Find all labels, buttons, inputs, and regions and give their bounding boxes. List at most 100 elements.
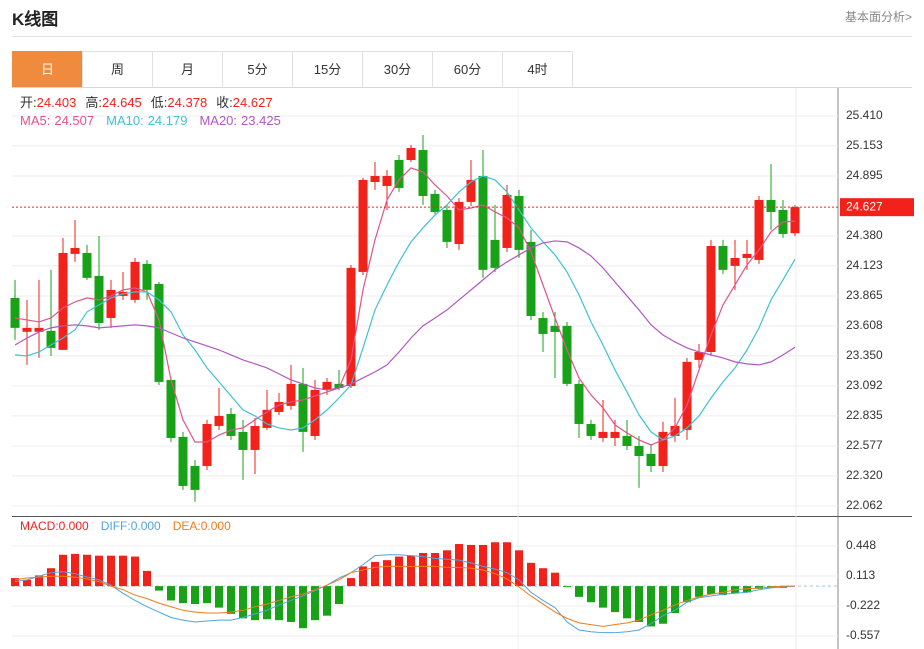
tab[interactable]: 4时	[502, 51, 573, 87]
legend-value: 24.179	[148, 113, 188, 128]
candle-body	[562, 325, 572, 384]
macd-bar	[11, 578, 19, 587]
candle-body	[106, 289, 116, 318]
macd-bar	[419, 552, 427, 587]
y-tick-label: 22.062	[846, 498, 883, 512]
candle-body	[538, 317, 548, 334]
tab[interactable]: 周	[82, 51, 153, 87]
macd-bar	[35, 575, 43, 587]
macd-bar	[83, 554, 91, 587]
candle-body	[622, 435, 632, 446]
macd-bar	[239, 586, 247, 619]
candle-body	[322, 381, 332, 390]
legend-value: 0.000	[59, 519, 89, 533]
candle-body	[658, 431, 668, 467]
candle-body	[202, 423, 212, 467]
legend-value: 0.000	[131, 519, 161, 533]
candle-body	[550, 325, 560, 332]
candle-body	[250, 425, 260, 450]
candle-body	[358, 179, 368, 272]
macd-bar	[287, 586, 295, 622]
macd-bar	[695, 586, 703, 597]
candle-body	[730, 257, 740, 266]
legend-label: MACD:	[20, 519, 59, 533]
macd-bar	[251, 586, 259, 621]
line	[14, 240, 796, 391]
legend-label: 收:	[216, 95, 233, 110]
tab[interactable]: 30分	[362, 51, 433, 87]
macd-bar	[683, 586, 691, 603]
candle-body	[286, 383, 296, 406]
y-tick-label: 23.608	[846, 318, 883, 332]
candle-body	[478, 175, 488, 270]
candle-body	[154, 283, 164, 382]
legend-label: DEA:	[173, 519, 201, 533]
macd-bar	[491, 542, 499, 587]
candle-body	[754, 199, 764, 260]
candle-body	[586, 423, 596, 436]
macd-bar	[179, 586, 187, 604]
macd-bar	[647, 586, 655, 627]
candle-body	[34, 327, 44, 332]
candle-body	[214, 415, 224, 426]
candle-body	[766, 199, 776, 212]
tab[interactable]: 月	[152, 51, 223, 87]
line	[14, 167, 796, 446]
macd-bar	[587, 586, 595, 603]
tab[interactable]: 60分	[432, 51, 503, 87]
y-tick-label: 23.865	[846, 288, 883, 302]
macd-bar	[203, 586, 211, 604]
legend-value: 0.000	[201, 519, 231, 533]
macd-bar	[539, 568, 547, 587]
macd-bar	[23, 579, 31, 587]
fundamental-link[interactable]: 基本面分析>	[844, 10, 912, 24]
candle-body	[334, 383, 344, 388]
legend-label: DIFF:	[101, 519, 131, 533]
candle-body	[166, 379, 176, 438]
macd-bar	[599, 586, 607, 608]
macd-bar	[167, 586, 175, 601]
legend-value: 24.645	[102, 95, 142, 110]
macd-bar	[131, 556, 139, 587]
macd-bar	[467, 544, 475, 587]
legend-label: MA5:	[20, 113, 50, 128]
candle-body	[82, 252, 92, 278]
candle-body	[646, 453, 656, 467]
y-tick-label: -0.557	[846, 628, 880, 642]
macd-bar	[371, 561, 379, 587]
macd-bar	[311, 586, 319, 621]
tab[interactable]: 日	[12, 51, 83, 87]
candle-body	[706, 245, 716, 352]
y-tick-label: 24.123	[846, 258, 883, 272]
macd-bar	[47, 568, 55, 587]
macd-bar	[611, 586, 619, 613]
macd-bar	[707, 586, 715, 595]
macd-bar	[407, 555, 415, 587]
macd-bar	[299, 586, 307, 629]
ma-legend: MA5: 24.507 MA10: 24.179 MA20: 23.425	[20, 113, 281, 128]
legend-label: MA20:	[199, 113, 237, 128]
candle-body	[46, 330, 56, 348]
candle-body	[262, 409, 272, 428]
candle-body	[178, 436, 188, 486]
macd-bar	[479, 544, 487, 587]
y-tick-label: 22.577	[846, 438, 883, 452]
legend-value: 23.425	[241, 113, 281, 128]
macd-bar	[191, 586, 199, 605]
candle-body	[466, 179, 476, 202]
candle-body	[238, 431, 248, 450]
candle-body	[226, 413, 236, 436]
candle-body	[142, 263, 152, 290]
candle-body	[526, 241, 536, 316]
legend-value: 24.403	[37, 95, 77, 110]
candle-body	[502, 194, 512, 248]
y-tick-label: 24.380	[846, 228, 883, 242]
y-tick-label: 23.092	[846, 378, 883, 392]
y-tick-label: 0.113	[846, 568, 875, 582]
candle-body	[574, 383, 584, 424]
candle-body	[298, 383, 308, 432]
candle-body	[430, 193, 440, 212]
line	[14, 565, 795, 627]
candle-body	[370, 175, 380, 183]
